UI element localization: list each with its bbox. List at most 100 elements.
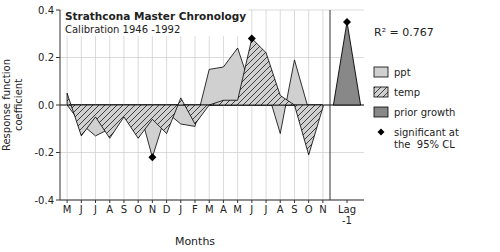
legend-item: temp	[374, 87, 420, 98]
x-tick-label: F	[192, 204, 198, 215]
x-tick	[237, 200, 238, 203]
x-tick	[95, 200, 96, 203]
text-line: J	[264, 204, 268, 215]
legend-item: significant atthe 95% CL	[378, 127, 459, 150]
text-line: M	[63, 204, 72, 215]
text-line: significant at	[394, 127, 459, 138]
prior-triangle	[333, 22, 360, 105]
x-tick-label: M	[63, 204, 72, 215]
y-tick	[56, 10, 60, 11]
subtitle: Calibration 1946 -1992	[65, 24, 180, 35]
text-line: N	[319, 204, 326, 215]
legend-swatch	[374, 107, 388, 117]
text-line: Lag	[338, 204, 356, 215]
page: {"chart_data": { "type": "area", "title"…	[0, 0, 500, 252]
legend-swatch	[374, 67, 388, 77]
chart: -0.4-0.20.00.20.4MJJASONDJFMAMJJASONLag-…	[0, 0, 500, 252]
grid	[60, 10, 364, 200]
marks	[67, 18, 360, 161]
x-tick	[138, 200, 139, 203]
x-tick	[294, 200, 295, 203]
title: Strathcona Master Chronology	[65, 10, 246, 22]
title-group: Strathcona Master Chronology Calibration …	[63, 9, 248, 36]
legend-label: ppt	[394, 67, 411, 78]
x-tick-label: S	[291, 204, 297, 215]
x-tick	[109, 200, 110, 203]
x-tick-label: A	[106, 204, 113, 215]
annotation: R² = 0.767	[374, 26, 434, 39]
x-tick	[308, 200, 309, 203]
legend-item: prior growth	[374, 107, 455, 118]
x-axis-title: Months	[175, 235, 215, 248]
text-line: the 95% CL	[394, 139, 455, 150]
grid-line	[60, 152, 364, 153]
x-tick-label: Lag-1	[338, 204, 356, 226]
x-tick-label: M	[205, 204, 214, 215]
x-tick-label: J	[79, 204, 83, 215]
y-tick	[56, 105, 60, 106]
x-tick	[81, 200, 82, 203]
x-tick	[166, 200, 167, 203]
y-tick-label: 0.0	[38, 100, 54, 111]
x-tick-label: N	[149, 204, 156, 215]
text-line: coefficient	[13, 79, 24, 131]
text-line: J	[79, 204, 83, 215]
x-tick-label: S	[121, 204, 127, 215]
legend-item: ppt	[374, 67, 411, 78]
text-line: -1	[342, 215, 352, 226]
significant-marker	[148, 153, 156, 161]
axes: -0.4-0.20.00.20.4MJJASONDJFMAMJJASONLag-…	[34, 5, 364, 227]
x-tick	[322, 200, 323, 203]
y-tick-label: -0.4	[34, 195, 54, 206]
text-line: N	[149, 204, 156, 215]
text-line: F	[192, 204, 198, 215]
x-tick	[347, 200, 348, 203]
x-tick-label: J	[249, 204, 253, 215]
legend-swatch	[374, 87, 388, 97]
text-line: J	[178, 204, 182, 215]
panel-separator	[330, 10, 331, 200]
legend: ppt temp prior growth significant atthe 95%…	[374, 67, 459, 150]
legend-label: temp	[394, 87, 420, 98]
x-tick-label: O	[134, 204, 142, 215]
x-tick-label: J	[93, 204, 97, 215]
x-tick	[251, 200, 252, 203]
x-tick	[266, 200, 267, 203]
x-tick	[180, 200, 181, 203]
x-tick-label: J	[178, 204, 182, 215]
y-axis-title: Response functioncoefficient	[1, 59, 24, 151]
text-line: S	[121, 204, 127, 215]
x-tick	[223, 200, 224, 203]
x-tick-label: J	[264, 204, 268, 215]
text-line: J	[249, 204, 253, 215]
significant-marker	[343, 18, 351, 26]
text-line: J	[93, 204, 97, 215]
x-tick	[123, 200, 124, 203]
text-line: A	[277, 204, 284, 215]
x-tick	[280, 200, 281, 203]
y-tick-label: -0.2	[34, 147, 54, 158]
y-tick	[56, 152, 60, 153]
x-tick	[152, 200, 153, 203]
x-tick-label: M	[233, 204, 242, 215]
text-line: O	[134, 204, 142, 215]
text-line: D	[163, 204, 171, 215]
title-background	[63, 9, 248, 36]
y-tick-label: 0.2	[38, 52, 54, 63]
text-line: Response function	[1, 59, 12, 151]
annotations: R² = 0.767	[374, 26, 434, 39]
y-tick	[56, 57, 60, 58]
x-tick-label: A	[277, 204, 284, 215]
grid-line	[60, 57, 364, 58]
legend-marker	[378, 129, 385, 136]
y-tick-label: 0.4	[38, 5, 54, 16]
text-line: O	[305, 204, 313, 215]
significant-marker	[248, 35, 256, 43]
text-line: A	[106, 204, 113, 215]
x-tick-label: D	[163, 204, 171, 215]
legend-label: prior growth	[394, 107, 455, 118]
grid-line	[60, 200, 364, 201]
text-line: temp	[394, 87, 420, 98]
x-tick-label: O	[305, 204, 313, 215]
x-tick-label: A	[220, 204, 227, 215]
